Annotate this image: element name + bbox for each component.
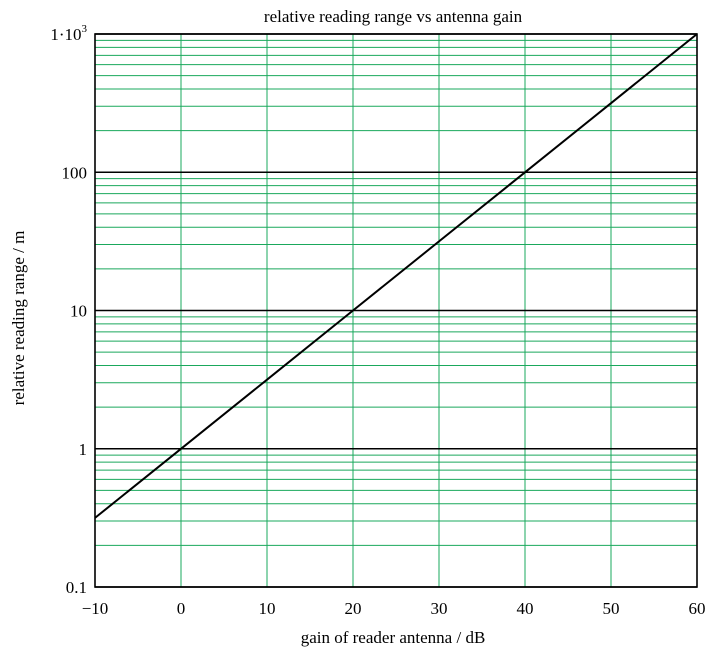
x-axis-label: gain of reader antenna / dB bbox=[301, 628, 486, 647]
series-line bbox=[94, 33, 698, 519]
tick-labels: −10 0 10 20 30 40 50 60 0.1 1 10 100 1·103 bbox=[50, 23, 705, 618]
y-axis-label: relative reading range / m bbox=[9, 231, 28, 406]
x-tick-label: 40 bbox=[517, 599, 534, 618]
y-tick-label: 100 bbox=[62, 163, 88, 182]
y-tick-label: 1·103 bbox=[50, 23, 87, 44]
x-tick-label: 10 bbox=[259, 599, 276, 618]
x-tick-label: 60 bbox=[689, 599, 706, 618]
series-layer bbox=[94, 33, 698, 519]
grid bbox=[94, 33, 698, 588]
y-tick-label: 1 bbox=[79, 440, 88, 459]
plot-frame bbox=[94, 33, 698, 588]
x-tick-label: −10 bbox=[82, 599, 109, 618]
x-tick-label: 20 bbox=[345, 599, 362, 618]
chart-title: relative reading range vs antenna gain bbox=[264, 7, 523, 26]
y-tick-label: 10 bbox=[70, 302, 87, 321]
x-tick-label: 50 bbox=[603, 599, 620, 618]
x-tick-label: 0 bbox=[177, 599, 186, 618]
y-tick-label: 0.1 bbox=[66, 578, 87, 597]
x-tick-label: 30 bbox=[431, 599, 448, 618]
